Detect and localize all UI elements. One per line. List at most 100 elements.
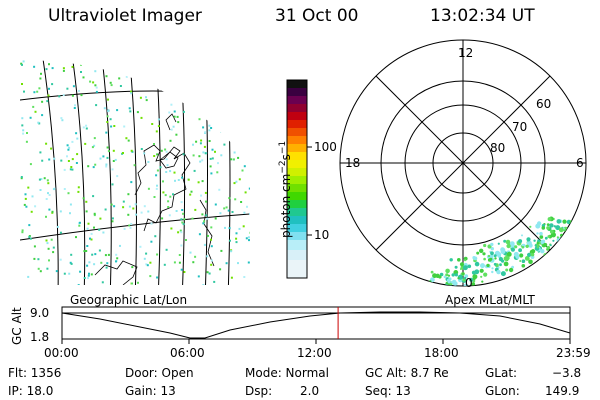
emission-pixel <box>21 63 23 66</box>
emission-pixel <box>192 154 195 157</box>
glon-label: GLon: <box>485 384 520 398</box>
emission-pixel <box>508 267 514 273</box>
emission-pixel <box>74 104 76 107</box>
emission-pixel <box>85 124 88 127</box>
emission-pixel <box>29 237 32 240</box>
emission-pixel <box>185 239 187 241</box>
emission-pixel <box>480 275 483 278</box>
emission-pixel <box>162 180 164 183</box>
emission-pixel <box>48 194 51 196</box>
emission-pixel <box>151 63 154 66</box>
emission-pixel <box>87 165 90 168</box>
emission-pixel <box>425 281 430 286</box>
emission-pixel <box>449 258 453 262</box>
emission-pixel <box>154 235 157 238</box>
emission-pixel <box>526 240 532 246</box>
emission-pixel <box>111 168 114 171</box>
emission-pixel <box>102 155 105 158</box>
emission-pixel <box>224 226 226 229</box>
emission-pixel <box>156 184 158 187</box>
emission-pixel <box>234 198 237 201</box>
emission-pixel <box>111 217 114 220</box>
emission-pixel <box>48 259 50 262</box>
emission-pixel <box>483 257 486 261</box>
emission-pixel <box>211 96 214 99</box>
emission-pixel <box>201 89 204 92</box>
emission-pixel <box>71 168 74 171</box>
emission-pixel <box>503 239 507 243</box>
emission-pixel <box>181 176 184 179</box>
emission-pixel <box>145 263 148 266</box>
emission-pixel <box>176 115 179 118</box>
emission-pixel <box>182 153 185 156</box>
emission-pixel <box>122 206 125 209</box>
emission-pixel <box>125 67 127 70</box>
emission-pixel <box>93 214 96 217</box>
emission-pixel <box>133 164 136 167</box>
emission-pixel <box>118 77 121 80</box>
emission-pixel <box>175 133 178 136</box>
emission-pixel <box>186 79 189 82</box>
emission-pixel <box>119 85 122 87</box>
emission-pixel <box>155 187 158 190</box>
emission-pixel <box>203 243 206 246</box>
emission-pixel <box>107 98 109 101</box>
emission-pixel <box>22 60 25 63</box>
emission-pixel <box>147 161 150 163</box>
emission-pixel <box>71 94 74 97</box>
emission-pixel <box>230 276 233 279</box>
unit-exp-s: −1 <box>278 140 288 155</box>
emission-pixel <box>540 239 546 245</box>
emission-pixel <box>558 227 564 233</box>
emission-pixel <box>160 74 162 77</box>
emission-pixel <box>530 252 535 257</box>
emission-pixel <box>140 211 143 214</box>
emission-pixel <box>528 259 533 265</box>
emission-pixel <box>487 258 492 262</box>
ip-info: IP: 18.0 <box>8 384 54 398</box>
emission-pixel <box>45 142 48 145</box>
emission-pixel <box>104 254 107 257</box>
emission-pixel <box>41 100 44 103</box>
emission-pixel <box>181 221 184 224</box>
emission-pixel <box>549 229 554 234</box>
emission-pixel <box>246 205 248 208</box>
emission-pixel <box>37 267 40 270</box>
emission-pixel <box>163 263 166 266</box>
emission-pixel <box>533 239 536 242</box>
emission-pixel <box>93 263 96 266</box>
emission-pixel <box>180 218 183 221</box>
emission-pixel <box>443 285 449 286</box>
emission-pixel <box>220 249 223 252</box>
emission-pixel <box>451 273 455 277</box>
emission-pixel <box>155 130 158 133</box>
emission-pixel <box>208 98 211 101</box>
emission-pixel <box>536 246 539 249</box>
emission-pixel <box>540 249 545 254</box>
emission-pixel <box>167 206 170 208</box>
emission-pixel <box>28 235 31 237</box>
emission-pixel <box>111 183 114 186</box>
emission-pixel <box>60 117 63 120</box>
emission-pixel <box>191 65 194 68</box>
emission-pixel <box>223 207 226 210</box>
emission-pixel <box>45 239 48 242</box>
emission-pixel <box>547 235 551 238</box>
emission-pixel <box>85 210 88 213</box>
emission-pixel <box>72 85 75 88</box>
emission-pixel <box>418 291 421 294</box>
unit-exp-cm: −2 <box>278 160 288 174</box>
emission-pixel <box>210 238 212 241</box>
emission-pixel <box>206 234 209 237</box>
emission-pixel <box>442 296 445 299</box>
emission-pixel <box>47 247 50 250</box>
emission-pixel <box>92 166 95 169</box>
emission-pixel <box>80 63 82 66</box>
emission-pixel <box>201 213 204 216</box>
lat-label-80: 80 <box>490 141 506 155</box>
emission-pixel <box>90 232 93 235</box>
emission-pixel <box>176 89 179 92</box>
emission-pixel <box>164 194 167 197</box>
emission-pixel <box>99 157 102 160</box>
emission-pixel <box>414 297 418 301</box>
